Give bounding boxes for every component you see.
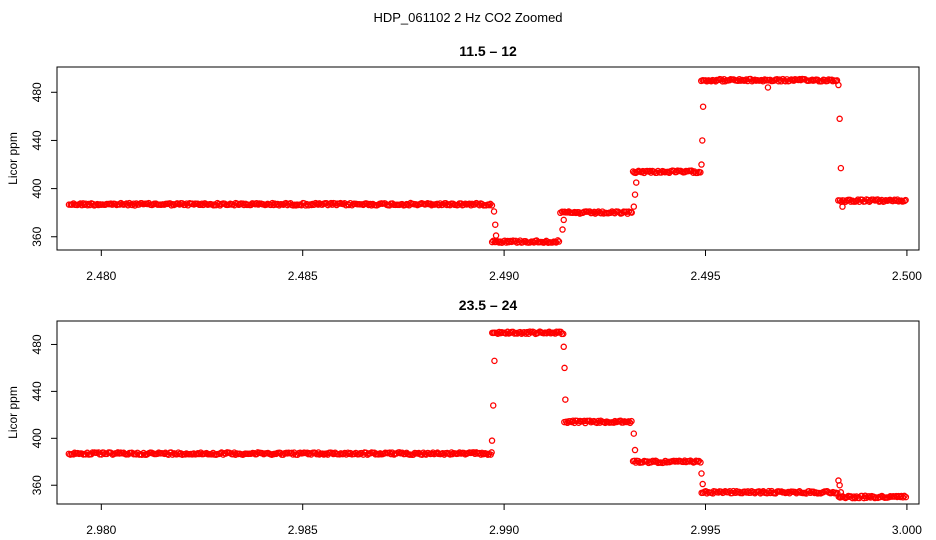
- x-tick-label: 2.995: [690, 523, 720, 537]
- data-point: [198, 200, 206, 207]
- data-point: [485, 201, 493, 209]
- data-point: [631, 191, 639, 198]
- data-point: [222, 450, 229, 457]
- chart-panel-2: 23.5 – 24 Licor ppm 2.980 2.985 2.990 2.995 3.…: [6, 297, 922, 537]
- data-point: [555, 238, 563, 245]
- data-point: [267, 201, 274, 209]
- data-point: [839, 203, 846, 210]
- data-point: [698, 161, 705, 168]
- y-tick-label: 480: [30, 334, 44, 354]
- panel-title: 23.5 – 24: [459, 297, 518, 313]
- data-point: [836, 197, 844, 204]
- y-axis-label: Licor ppm: [6, 386, 20, 439]
- data-point: [489, 402, 497, 409]
- data-point: [697, 169, 704, 176]
- data-point: [625, 418, 632, 425]
- data-point: [561, 364, 568, 372]
- data-point: [491, 357, 498, 365]
- x-tick-label: 2.490: [489, 269, 519, 283]
- chart-panel-1: 11.5 – 12 Licor ppm 2.480 2.485 2.490 2.495 2.…: [6, 43, 922, 283]
- data-point: [899, 494, 907, 501]
- data-point: [902, 196, 909, 204]
- data-point: [764, 84, 772, 91]
- data-point: [491, 221, 499, 228]
- data-point: [541, 238, 549, 246]
- data-point: [902, 493, 910, 501]
- data-point: [632, 179, 640, 186]
- data-point: [232, 451, 239, 458]
- data-point: [554, 237, 562, 244]
- data-point: [653, 458, 660, 465]
- data-point: [595, 417, 602, 425]
- y-tick-label: 480: [30, 82, 44, 102]
- data-point: [530, 329, 538, 336]
- y-tick-label: 440: [30, 381, 44, 401]
- data-point: [630, 203, 638, 210]
- data-point: [691, 458, 698, 466]
- y-tick-label: 360: [30, 475, 44, 495]
- x-tick-label: 2.485: [288, 269, 318, 283]
- data-point: [367, 200, 374, 208]
- x-tick-label: 2.980: [86, 523, 116, 537]
- data-point: [487, 200, 494, 208]
- data-point: [488, 449, 495, 456]
- data-point: [628, 417, 635, 425]
- x-tick-label: 2.990: [489, 523, 519, 537]
- data-points: [65, 75, 909, 246]
- data-point: [562, 396, 569, 403]
- plot-frame: [56, 320, 920, 505]
- x-tick-label: 2.500: [892, 269, 922, 283]
- data-points: [65, 328, 910, 502]
- data-point: [488, 437, 496, 444]
- data-point: [699, 103, 707, 110]
- figure-title: HDP_061102 2 Hz CO2 Zoomed: [373, 10, 562, 25]
- data-point: [560, 216, 567, 224]
- plot-frame: [56, 66, 920, 251]
- y-tick-label: 360: [30, 226, 44, 246]
- x-tick-label: 2.480: [86, 269, 116, 283]
- data-point: [559, 226, 566, 233]
- data-point: [488, 202, 496, 209]
- data-point: [695, 457, 703, 465]
- data-point: [742, 76, 750, 83]
- x-tick-label: 2.985: [288, 523, 318, 537]
- x-tick-label: 2.495: [690, 269, 720, 283]
- data-point: [837, 489, 845, 496]
- data-point: [699, 480, 706, 488]
- data-point: [630, 430, 638, 437]
- data-point: [327, 199, 335, 207]
- y-tick-label: 440: [30, 130, 44, 150]
- data-point: [836, 481, 843, 489]
- data-point: [697, 459, 704, 466]
- panel-title: 11.5 – 12: [459, 43, 517, 59]
- data-point: [565, 208, 572, 215]
- data-point: [560, 343, 567, 351]
- data-point: [699, 137, 706, 144]
- data-point: [492, 232, 500, 239]
- data-point: [835, 81, 842, 89]
- data-point: [560, 330, 567, 338]
- data-point: [454, 450, 462, 457]
- data-point: [698, 470, 705, 477]
- data-point: [631, 446, 639, 454]
- data-point: [471, 450, 479, 458]
- data-point: [516, 328, 524, 336]
- data-point: [495, 239, 503, 246]
- data-point: [836, 115, 843, 123]
- data-point: [628, 209, 635, 216]
- y-axis-label: Licor ppm: [6, 132, 20, 185]
- data-point: [545, 328, 553, 336]
- y-tick-label: 400: [30, 428, 44, 448]
- data-point: [901, 197, 908, 205]
- y-tick-label: 400: [30, 178, 44, 198]
- data-point: [851, 494, 859, 502]
- x-tick-label: 3.000: [892, 523, 922, 537]
- data-point: [837, 164, 845, 172]
- data-point: [490, 208, 498, 215]
- data-point: [791, 488, 799, 496]
